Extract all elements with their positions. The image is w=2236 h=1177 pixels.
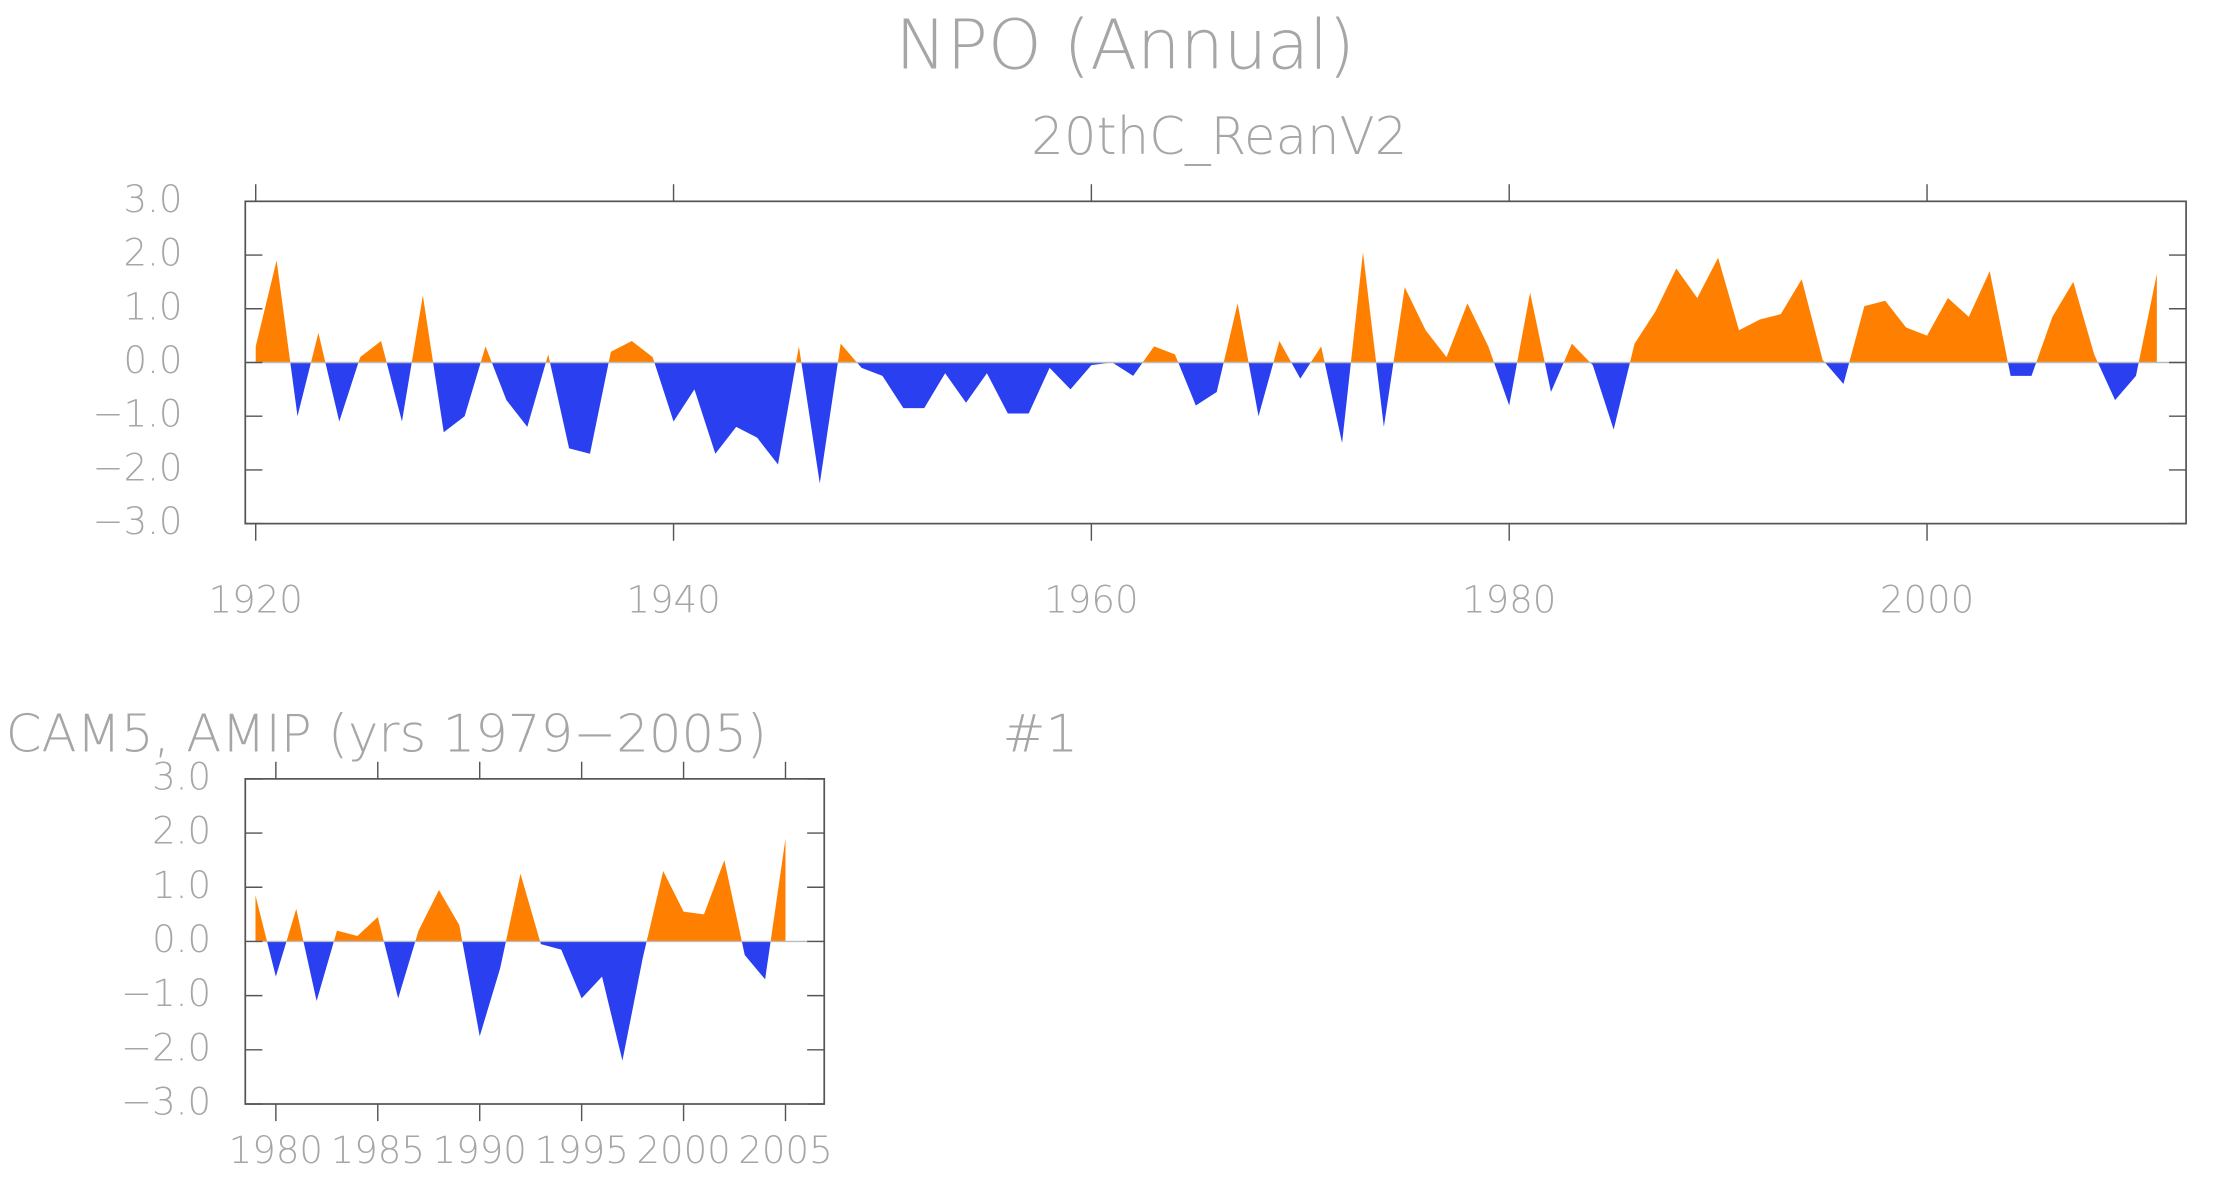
x-tick-label: 1995 <box>534 1129 628 1172</box>
negative-area <box>255 941 786 1061</box>
y-tick-label: 2.0 <box>124 232 183 275</box>
x-tick-label: 2005 <box>738 1129 832 1172</box>
y-tick-label: 0.0 <box>152 918 211 961</box>
x-tick-label: 1920 <box>209 579 303 622</box>
x-tick-label: 1980 <box>1462 579 1556 622</box>
positive-area <box>255 252 2157 363</box>
y-tick-label: −1.0 <box>121 972 211 1015</box>
y-tick-label: −3.0 <box>93 500 183 543</box>
x-tick-label: 1985 <box>331 1129 425 1172</box>
chart-title: CAM5, AMIP (yrs 1979−2005) <box>6 705 767 765</box>
y-tick-label: 3.0 <box>124 178 183 221</box>
x-tick-label: 1990 <box>433 1129 527 1172</box>
y-tick-label: 2.0 <box>152 810 211 853</box>
chart-title: NPO (Annual) <box>895 6 1354 86</box>
y-tick-label: −1.0 <box>93 393 183 436</box>
y-tick-label: 0.0 <box>124 339 183 382</box>
annotation: #1 <box>1002 705 1078 765</box>
y-tick-label: 3.0 <box>152 755 211 798</box>
x-tick-label: 1960 <box>1044 579 1138 622</box>
y-tick-label: −3.0 <box>121 1081 211 1124</box>
positive-area <box>255 838 786 942</box>
x-tick-label: 2000 <box>1880 579 1974 622</box>
negative-area <box>290 362 2139 484</box>
x-tick-label: 1940 <box>626 579 720 622</box>
y-tick-label: 1.0 <box>152 864 211 907</box>
y-tick-label: 1.0 <box>124 285 183 328</box>
x-tick-label: 2000 <box>636 1129 730 1172</box>
chart-subtitle: 20thC_ReanV2 <box>1031 107 1407 167</box>
y-tick-label: −2.0 <box>93 446 183 489</box>
y-tick-label: −2.0 <box>121 1026 211 1069</box>
x-tick-label: 1980 <box>229 1129 323 1172</box>
